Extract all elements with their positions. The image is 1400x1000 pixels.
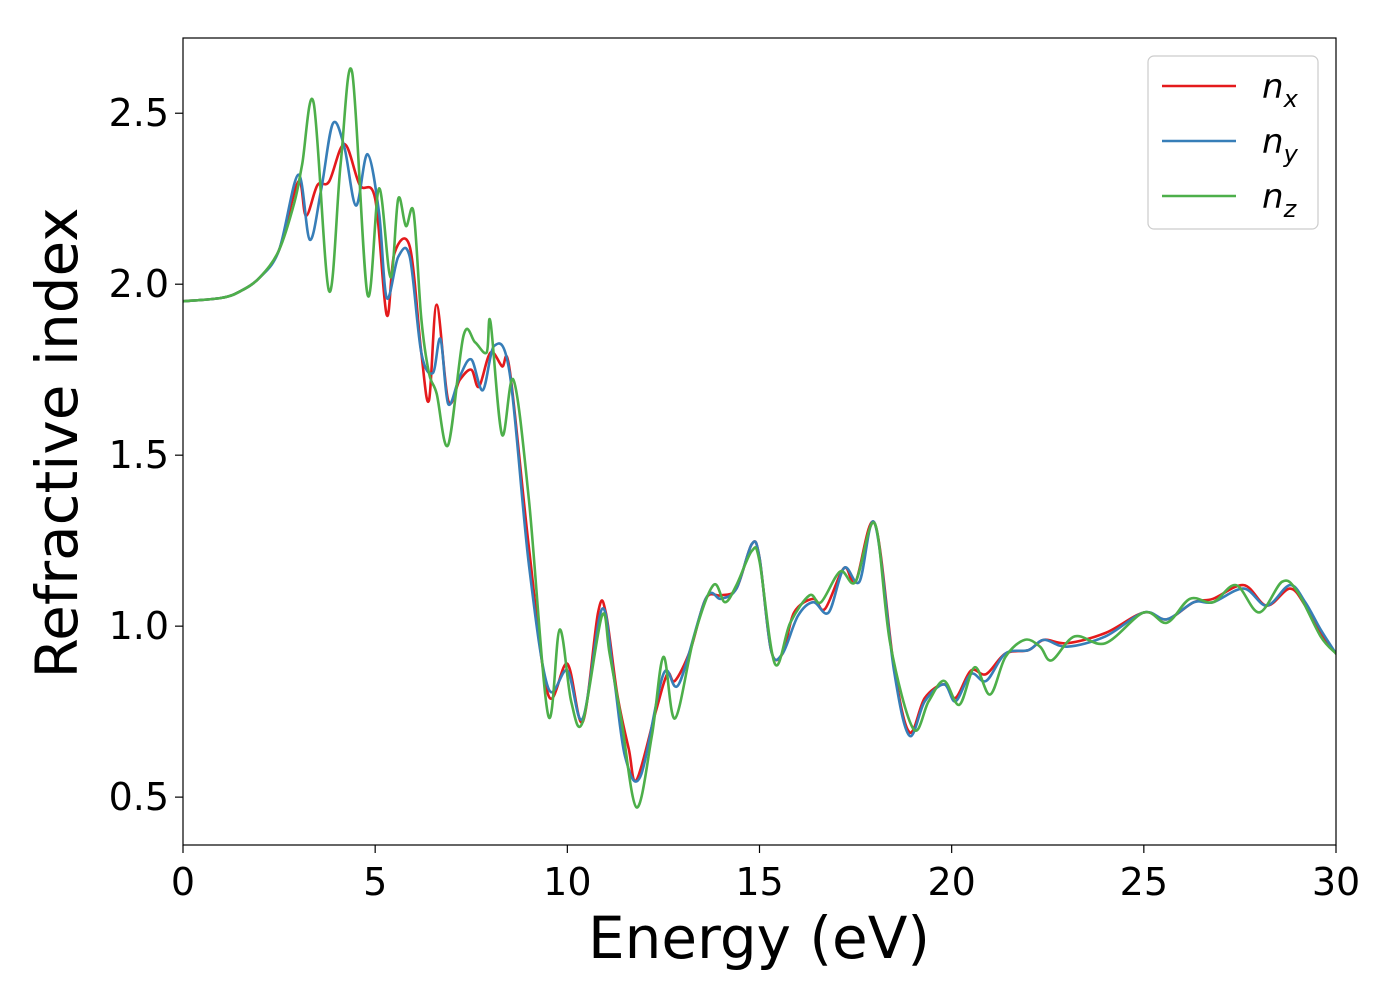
y-tick-label: 1.0 <box>109 604 169 648</box>
x-axis-title: Energy (eV) <box>588 904 930 972</box>
y-axis-title: Refractive index <box>23 207 91 678</box>
x-tick-label: 15 <box>735 860 783 904</box>
legend-subscript: y <box>1283 140 1299 168</box>
legend-label-ny: ny <box>1262 122 1299 168</box>
x-tick-label: 30 <box>1312 860 1360 904</box>
y-tick-label: 2.5 <box>109 91 169 135</box>
y-axis-ticks: 0.5 1.0 1.5 2.0 2.5 <box>109 91 183 819</box>
x-tick-label: 25 <box>1120 860 1168 904</box>
legend-label-nx: nx <box>1262 67 1299 113</box>
x-tick-label: 10 <box>543 860 591 904</box>
x-tick-label: 5 <box>363 860 387 904</box>
series-layer <box>183 67 1336 809</box>
legend-subscript: z <box>1283 195 1298 223</box>
series-line-nz <box>183 67 1336 809</box>
x-tick-label: 0 <box>171 860 195 904</box>
legend-box <box>1147 55 1319 230</box>
series-line-ny <box>183 120 1336 783</box>
legend-subscript: x <box>1283 85 1299 113</box>
y-tick-label: 2.0 <box>109 262 169 306</box>
x-axis-ticks: 0 5 10 15 20 25 30 <box>171 845 1360 904</box>
y-tick-label: 1.5 <box>109 433 169 477</box>
y-tick-label: 0.5 <box>109 775 169 819</box>
x-tick-label: 20 <box>927 860 975 904</box>
